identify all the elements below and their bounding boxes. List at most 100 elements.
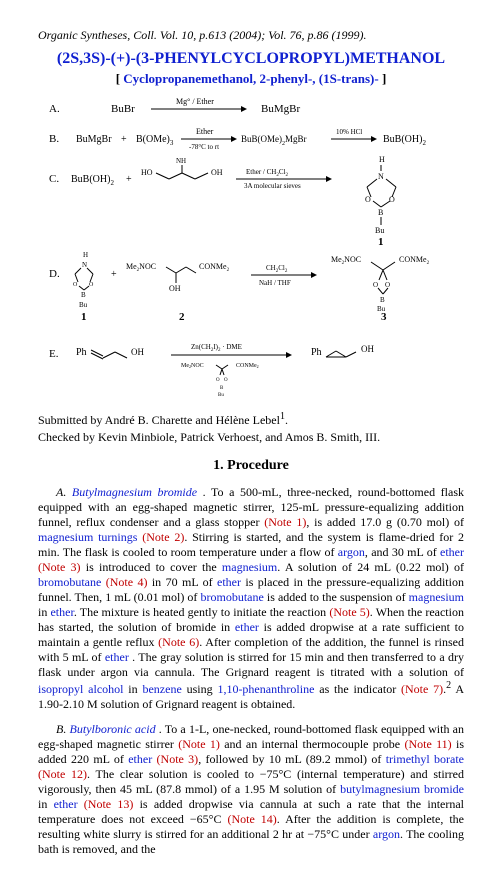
svg-text:Bu: Bu [218,393,224,397]
procedure-heading: 1. Procedure [38,457,464,475]
reaction-scheme: A. BuBr Mg° / Ether BuMgBr B. BuMgBr + B… [38,97,464,401]
link-phenanthroline[interactable]: 1,10-phenanthroline [217,682,314,696]
link-bromobutane-1[interactable]: bromobutane [38,575,101,589]
link-ether-1[interactable]: ether [440,545,464,559]
note-11[interactable]: (Note 11) [404,737,451,751]
svg-text:Bu: Bu [375,226,384,235]
row-d-comp1: H N O O B Bu [73,251,94,309]
note-1[interactable]: (Note 1) [264,515,306,529]
link-ether-3[interactable]: ether [50,605,73,619]
svg-text:O: O [389,195,395,204]
row-c-oh: OH [211,168,223,177]
row-d-num2: 2 [179,311,185,323]
note-1b[interactable]: (Note 1) [178,737,220,751]
svg-text:O: O [89,282,94,288]
row-c-plus: + [126,174,132,185]
row-a-label: A. [49,103,60,115]
row-e-cat: Me2NOC [181,363,204,369]
row-d-cond2: NaH / THF [259,279,291,287]
link-butylmagnesium-bromide-2[interactable]: butylmagnesium bromide [340,782,464,796]
note-2[interactable]: (Note 2) [142,530,184,544]
submitted-by: Submitted by André B. Charette and Hélèn… [38,411,464,428]
note-12[interactable]: (Note 12) [38,767,87,781]
link-magnesium-1[interactable]: magnesium [222,560,277,574]
row-a-product: BuMgBr [261,103,300,115]
svg-text:N: N [82,261,87,269]
link-magnesium-turnings[interactable]: magnesium turnings [38,530,137,544]
svg-text:O: O [365,195,371,204]
svg-text:N: N [378,172,384,181]
row-b-r1: BuMgBr [76,134,112,145]
svg-text:B: B [380,296,385,304]
row-d-plus: + [111,269,117,280]
svg-text:B: B [378,208,383,217]
note-7[interactable]: (Note 7) [401,682,443,696]
row-e-label: E. [49,348,59,360]
svg-text:H: H [83,251,88,259]
link-bromobutane-2[interactable]: bromobutane [201,590,264,604]
row-e-oh2: OH [361,344,374,354]
link-ether-2[interactable]: ether [217,575,241,589]
row-c-ho: HO [141,168,153,177]
link-trimethyl-borate[interactable]: trimethyl borate [386,752,464,766]
row-a-cond: Mg° / Ether [176,97,214,106]
svg-text:O: O [373,281,378,289]
link-benzene[interactable]: benzene [142,682,181,696]
row-b-cond-top: Ether [196,127,214,136]
note-3[interactable]: (Note 3) [38,560,81,574]
link-isopropyl-alcohol[interactable]: isopropyl alcohol [38,682,123,696]
row-b-label: B. [49,133,59,145]
row-d-p3: CONMe2 [399,255,430,266]
row-e-ph2: Ph [311,347,322,358]
row-b-prod1: BuB(OMe)2MgBr [241,134,307,147]
row-a-reagent: BuBr [111,103,135,115]
row-d-label: D. [49,268,60,280]
svg-text:H: H [379,155,385,164]
svg-text:Bu: Bu [79,301,88,309]
link-magnesium-2[interactable]: magnesium [409,590,464,604]
row-c-r1: BuB(OH)2 [71,174,114,187]
note-4[interactable]: (Note 4) [106,575,148,589]
row-d-num1: 1 [81,311,87,323]
svg-text:B: B [220,386,224,391]
row-c-product: H N O O B Bu [365,155,396,235]
subtitle-link[interactable]: Cyclopropanemethanol, 2-phenyl-, (1S-tra… [123,71,378,86]
row-d-cond1: CH2Cl2 [266,264,288,274]
link-argon-1[interactable]: argon [338,545,365,559]
paragraph-b: B. Butylboronic acid . To a 1-L, one-nec… [38,722,464,857]
row-d-num3: 3 [381,311,387,323]
row-c-label: C. [49,173,59,185]
note-13[interactable]: (Note 13) [84,797,134,811]
row-d-r2c: CONMe2 [199,262,230,273]
page-title: (2S,3S)-(+)-(3-PHENYLCYCLOPROPYL)METHANO… [38,49,464,69]
page-subtitle: [ Cyclopropanemethanol, 2-phenyl-, (1S-t… [38,71,464,87]
row-d-r2a: Me2NOC [126,262,156,273]
row-b-plus: + [121,134,127,145]
paragraph-a: A. Butylmagnesium bromide . To a 500-mL,… [38,485,464,712]
note-5[interactable]: (Note 5) [329,605,369,619]
row-c-cond-bot: 3A molecular sieves [244,182,301,190]
row-b-cond2: 10% HCl [336,128,362,136]
link-ether-5[interactable]: ether [105,650,129,664]
row-e-oh: OH [131,347,144,357]
note-6[interactable]: (Note 6) [158,635,199,649]
link-butylboronic-acid[interactable]: Butylboronic acid [70,722,156,736]
link-ether-6[interactable]: ether [128,752,152,766]
link-butylmagnesium-bromide[interactable]: Butylmagnesium bromide [72,485,197,499]
citation: Organic Syntheses, Coll. Vol. 10, p.613 … [38,28,464,43]
link-ether-7[interactable]: ether [54,797,78,811]
note-3b[interactable]: (Note 3) [157,752,199,766]
link-ether-4[interactable]: ether [235,620,259,634]
row-d-oh: OH [169,284,181,293]
row-c-nh: NH [176,157,186,165]
link-argon-2[interactable]: argon [373,827,400,841]
svg-text:O: O [73,282,78,288]
checked-by: Checked by Kevin Minbiole, Patrick Verho… [38,430,464,445]
row-b-cond-bot: -78°C to rt [189,143,219,151]
svg-text:O: O [224,378,228,383]
row-b-prod2: BuB(OH)2 [383,134,426,147]
note-14[interactable]: (Note 14) [227,812,276,826]
row-c-cond-top: Ether / CH2Cl2 [246,168,288,178]
row-e-cat2: CONMe2 [236,363,259,369]
bracket-close: ] [379,71,387,86]
